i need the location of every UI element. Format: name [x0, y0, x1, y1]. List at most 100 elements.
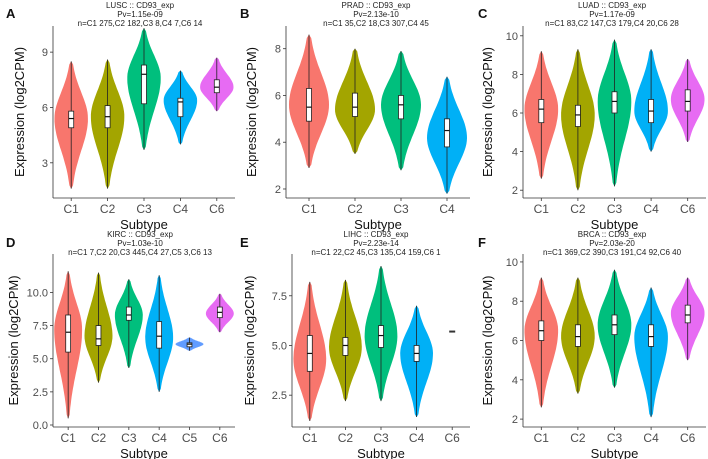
iqr-box	[575, 324, 581, 347]
panel-title: LIHC :: CD93_exp	[344, 230, 409, 239]
y-tick-label: 8	[512, 296, 518, 308]
x-axis-title: Subtype	[120, 217, 168, 232]
y-tick-label: 0.0	[33, 420, 48, 432]
y-tick-label: 3	[42, 158, 48, 170]
x-tick-label: C1	[301, 202, 317, 216]
x-tick-label: C2	[338, 431, 354, 445]
panel-pvalue: Pv=2.23e-14	[353, 239, 399, 248]
panel-title: PRAD :: CD93_exp	[342, 1, 411, 10]
iqr-box	[611, 91, 618, 114]
violin-c1	[289, 34, 329, 168]
y-tick-label: 4	[512, 147, 518, 159]
y-tick-label: 2	[275, 184, 281, 196]
y-tick-label: 6	[512, 108, 518, 120]
violin-c5	[175, 337, 204, 351]
x-tick-label: C3	[136, 202, 152, 216]
violin-c6	[670, 277, 705, 361]
x-axis-title: Subtype	[120, 446, 168, 459]
x-tick-label: C3	[393, 202, 409, 216]
y-tick-label: 4	[275, 137, 281, 149]
x-tick-label: C5	[182, 431, 198, 445]
y-axis-title: Expression (log2CPM)	[242, 275, 257, 405]
violin-c2	[329, 279, 362, 402]
panel-title: LUAD :: CD93_exp	[578, 1, 647, 10]
y-axis-title: Expression (log2CPM)	[480, 275, 495, 405]
violin-c4	[427, 76, 467, 194]
panel-letter: B	[240, 6, 249, 21]
y-axis-title: Expression (log2CPM)	[6, 275, 21, 405]
x-tick-label: C6	[680, 431, 696, 445]
iqr-box	[398, 95, 404, 120]
x-axis-title: Subtype	[591, 446, 639, 459]
x-tick-label: C4	[409, 431, 425, 445]
y-tick-label: 10	[506, 31, 518, 43]
iqr-box	[65, 314, 72, 353]
y-tick-label: 10.0	[27, 287, 48, 299]
panel-counts: n=C1 369,C2 390,C3 191,C4 92,C6 40	[543, 248, 682, 257]
x-tick-label: C4	[151, 431, 167, 445]
x-tick-label: C4	[439, 202, 455, 216]
violin-c2	[90, 59, 125, 189]
y-tick-label: 2	[512, 185, 518, 197]
y-axis-title: Expression (log2CPM)	[12, 47, 27, 177]
x-tick-label: C1	[302, 431, 318, 445]
x-tick-label: C4	[643, 202, 659, 216]
violin-c6	[670, 58, 705, 142]
x-tick-label: C4	[643, 431, 659, 445]
panel-counts: n=C1 275,C2 182,C3 8,C4 7,C6 14	[78, 19, 203, 28]
iqr-box	[141, 64, 147, 105]
panel-letter: D	[6, 235, 15, 250]
iqr-box	[538, 99, 545, 124]
x-tick-label: C2	[100, 202, 116, 216]
x-tick-label: C2	[570, 431, 586, 445]
panel-pvalue: Pv=1.17e-09	[589, 10, 635, 19]
violin-c1	[293, 281, 327, 422]
violin-c2	[335, 48, 375, 154]
y-tick-label: 5.0	[272, 340, 287, 352]
x-tick-label: C6	[209, 202, 225, 216]
y-axis-title: Expression (log2CPM)	[480, 47, 495, 177]
y-tick-label: 8	[275, 44, 281, 56]
panel-pvalue: Pv=1.03e-10	[117, 239, 163, 248]
iqr-box	[306, 88, 312, 122]
x-tick-label: C1	[60, 431, 76, 445]
violin-c1	[524, 51, 559, 179]
panel-title: LUSC :: CD93_exp	[106, 1, 175, 10]
iqr-box	[156, 321, 163, 349]
x-tick-label: C2	[91, 431, 107, 445]
panel-letter: A	[6, 6, 16, 21]
panel-title: BRCA :: CD93_exp	[578, 230, 647, 239]
violin-c1	[54, 271, 83, 419]
iqr-box	[177, 97, 184, 118]
iqr-box	[342, 337, 349, 356]
violin-c4	[400, 305, 433, 418]
x-tick-label: C1	[534, 431, 550, 445]
panel-letter: C	[478, 6, 488, 21]
iqr-box	[648, 324, 654, 347]
x-axis-title: Subtype	[354, 217, 402, 232]
iqr-box	[444, 118, 450, 148]
violin-c4	[145, 275, 174, 392]
x-tick-label: C1	[64, 202, 80, 216]
iqr-box	[352, 92, 358, 117]
x-tick-label: C3	[607, 431, 623, 445]
y-tick-label: 9	[42, 47, 48, 59]
y-tick-label: 6	[42, 102, 48, 114]
panel-counts: n=C1 7,C2 20,C3 445,C4 27,C5 3,C6 13	[68, 248, 212, 257]
x-tick-label: C4	[173, 202, 189, 216]
x-tick-label: C6	[680, 202, 696, 216]
panel-letter: F	[478, 235, 486, 250]
iqr-box	[684, 304, 691, 324]
violin-c4	[634, 287, 668, 418]
y-tick-label: 2.5	[272, 390, 287, 402]
violin-c3	[114, 279, 143, 369]
x-tick-label: C2	[570, 202, 586, 216]
violin-c3	[381, 51, 421, 171]
violin-c3	[597, 39, 632, 187]
violin-c3	[364, 265, 398, 402]
x-tick-label: C1	[534, 202, 550, 216]
